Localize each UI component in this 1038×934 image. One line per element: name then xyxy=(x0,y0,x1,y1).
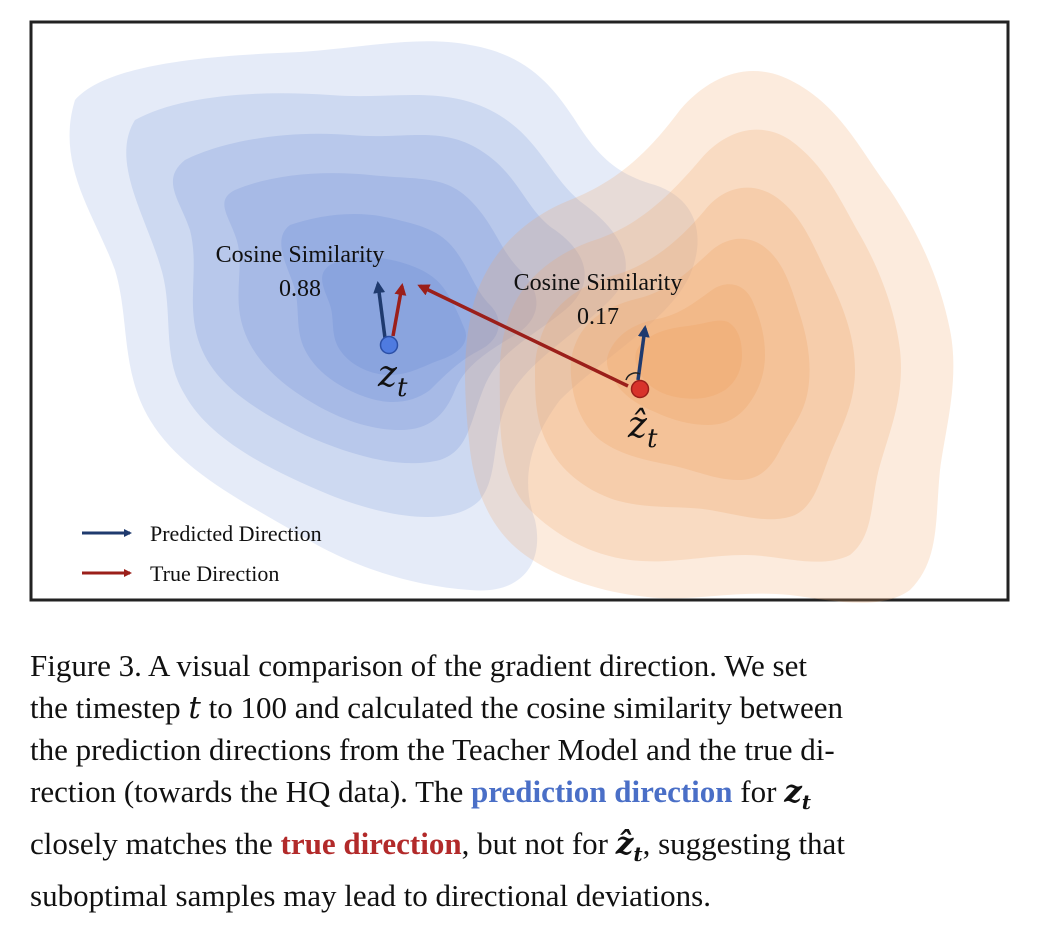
caption-line-6: suboptimal samples may lead to direction… xyxy=(30,878,711,914)
orange-contour-1 xyxy=(465,71,954,603)
figure-caption: Figure 3. A visual comparison of the gra… xyxy=(30,645,1012,917)
caption-line-4: rection (towards the HQ data). The predi… xyxy=(30,774,812,815)
legend-predicted-label: Predicted Direction xyxy=(150,521,322,546)
zhat-label: ẑt xyxy=(627,405,658,454)
zhat-predicted-arrow xyxy=(636,325,650,381)
cos-right-value: 0.17 xyxy=(577,304,619,330)
zhat-angle-arc xyxy=(625,372,641,381)
blue-contour-2 xyxy=(126,93,626,517)
figure-frame xyxy=(29,20,1010,602)
orange-contour-4 xyxy=(570,238,810,480)
zhat-point xyxy=(630,379,650,399)
caption-line-2: the timestep t to 100 and calculated the… xyxy=(30,690,844,726)
blue-contour-5 xyxy=(281,214,499,402)
legend-true-label: True Direction xyxy=(150,561,279,586)
zhat-label-subscript: t xyxy=(647,424,658,454)
cos-right-title: Cosine Similarity xyxy=(514,270,683,296)
legend: Predicted Direction True Direction xyxy=(82,521,322,586)
zt-label: zt xyxy=(377,354,408,403)
zt-predicted-arrow xyxy=(373,281,387,339)
caption-line-1: Figure 3. A visual comparison of the gra… xyxy=(30,648,807,683)
zt-point xyxy=(379,335,399,355)
zt-label-subscript: t xyxy=(397,373,408,403)
orange-contour-6 xyxy=(635,320,742,399)
true-direction-highlight: true direction xyxy=(280,826,462,862)
caption-line-3: the prediction directions from the Teach… xyxy=(30,732,835,767)
true-direction-arrow-long xyxy=(417,284,629,388)
prediction-direction-highlight: prediction direction xyxy=(471,774,733,809)
cos-left-value: 0.88 xyxy=(279,276,321,302)
orange-contour-3 xyxy=(535,187,855,520)
orange-density-region xyxy=(465,71,954,603)
cos-left-title: Cosine Similarity xyxy=(216,242,385,268)
zt-true-arrow xyxy=(391,283,407,337)
gradient-direction-figure: Cosine Similarity 0.88 Cosine Similarity… xyxy=(29,20,1010,603)
caption-line-5: closely matches the true direction, but … xyxy=(30,826,845,867)
orange-contour-2 xyxy=(499,129,901,562)
